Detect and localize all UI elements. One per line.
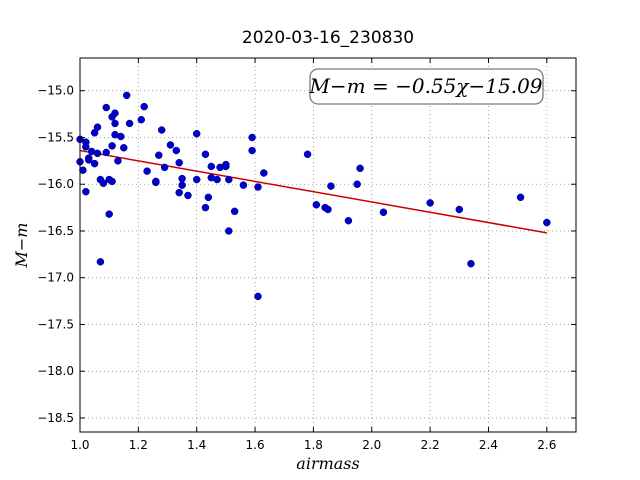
- grid-lines: [79, 58, 576, 432]
- data-point: [172, 146, 181, 155]
- data-point: [379, 208, 388, 217]
- data-point: [105, 210, 113, 218]
- x-axis-label: airmass: [296, 454, 359, 473]
- annotation-text: M−m = −0.55χ−15.09: [308, 74, 542, 98]
- data-point: [356, 164, 364, 173]
- x-tick-label: 1.2: [129, 438, 148, 452]
- y-tick-labels: −15.0 −15.5 −16.0 −16.5 −17.0 −17.5 −18.0 −18.5: [37, 84, 74, 425]
- data-point: [207, 162, 216, 171]
- y-tick-label: −15.5: [37, 130, 74, 144]
- data-point: [140, 102, 148, 111]
- y-tick-label: −16.5: [37, 224, 74, 238]
- x-tick-label: 2.2: [421, 438, 440, 452]
- data-point: [93, 149, 102, 158]
- data-point: [114, 157, 122, 165]
- data-point: [222, 160, 230, 169]
- data-point: [160, 163, 169, 172]
- data-point: [152, 177, 160, 186]
- data-point: [455, 205, 464, 214]
- data-point: [230, 207, 239, 216]
- x-tick-label: 2.6: [537, 438, 556, 452]
- fit-annotation: M−m = −0.55χ−15.09: [308, 68, 544, 105]
- data-point: [111, 109, 119, 117]
- y-tick-label: −15.0: [37, 84, 74, 98]
- data-point: [137, 115, 146, 124]
- data-point: [353, 180, 361, 188]
- x-tick-label: 2.0: [362, 438, 381, 452]
- data-point: [239, 181, 248, 189]
- data-point: [213, 175, 221, 184]
- data-point: [96, 258, 105, 266]
- fit-line: [79, 149, 547, 234]
- data-point: [79, 166, 87, 174]
- fit-line-layer: [79, 149, 547, 234]
- x-tick-label: 1.8: [304, 438, 323, 452]
- data-point: [102, 103, 111, 112]
- data-point: [225, 227, 233, 235]
- data-point: [90, 159, 99, 168]
- plot-frame: [79, 57, 577, 433]
- chart-title: 2020-03-16_230830: [242, 28, 414, 48]
- data-point: [157, 126, 166, 134]
- data-point: [93, 123, 102, 131]
- data-point: [82, 143, 90, 151]
- y-tick-label: −18.0: [37, 364, 74, 378]
- data-point: [117, 132, 125, 141]
- data-point: [303, 150, 312, 159]
- data-point: [248, 133, 256, 142]
- data-point: [125, 119, 134, 128]
- x-tick-labels: 1.0 1.2 1.4 1.6 1.8 2.0 2.2 2.4 2.6: [70, 438, 556, 452]
- data-point: [344, 216, 353, 225]
- data-point: [85, 156, 93, 164]
- x-tick-label: 1.0: [70, 438, 89, 452]
- data-point: [175, 158, 183, 167]
- data-point: [102, 148, 111, 157]
- data-point: [254, 292, 262, 301]
- data-point: [467, 259, 475, 268]
- data-point: [175, 188, 183, 197]
- data-point: [327, 182, 335, 190]
- data-point: [178, 174, 186, 183]
- data-point: [192, 129, 201, 138]
- data-point: [260, 169, 268, 177]
- data-points: [76, 91, 551, 301]
- data-point: [108, 142, 116, 150]
- data-point: [166, 141, 175, 149]
- data-point: [426, 199, 434, 207]
- data-point: [201, 203, 210, 212]
- data-point: [108, 177, 116, 186]
- x-tick-label: 2.4: [479, 438, 498, 452]
- data-point: [516, 193, 525, 202]
- data-point: [178, 181, 186, 189]
- data-point: [122, 91, 131, 100]
- axis-ticks: [79, 58, 576, 432]
- annotation-box: [309, 68, 544, 105]
- y-tick-label: −17.0: [37, 271, 74, 285]
- data-point: [111, 119, 119, 128]
- y-tick-label: −18.5: [37, 411, 74, 425]
- data-point: [155, 151, 163, 159]
- data-point: [184, 191, 192, 200]
- x-tick-label: 1.6: [246, 438, 265, 452]
- data-point: [120, 144, 128, 152]
- data-point: [204, 193, 213, 202]
- data-point: [312, 201, 321, 209]
- y-tick-label: −16.0: [37, 177, 74, 191]
- data-point: [324, 205, 332, 214]
- data-point: [248, 146, 256, 155]
- data-point: [543, 218, 551, 227]
- data-point: [82, 187, 90, 196]
- data-point: [201, 150, 210, 159]
- data-point: [143, 167, 151, 175]
- x-tick-label: 1.4: [187, 438, 206, 452]
- data-point: [99, 179, 108, 188]
- data-point: [254, 183, 262, 191]
- y-axis-label: M−m: [12, 223, 31, 269]
- data-point: [192, 175, 201, 184]
- y-tick-label: −17.5: [37, 317, 74, 331]
- data-point: [225, 175, 233, 184]
